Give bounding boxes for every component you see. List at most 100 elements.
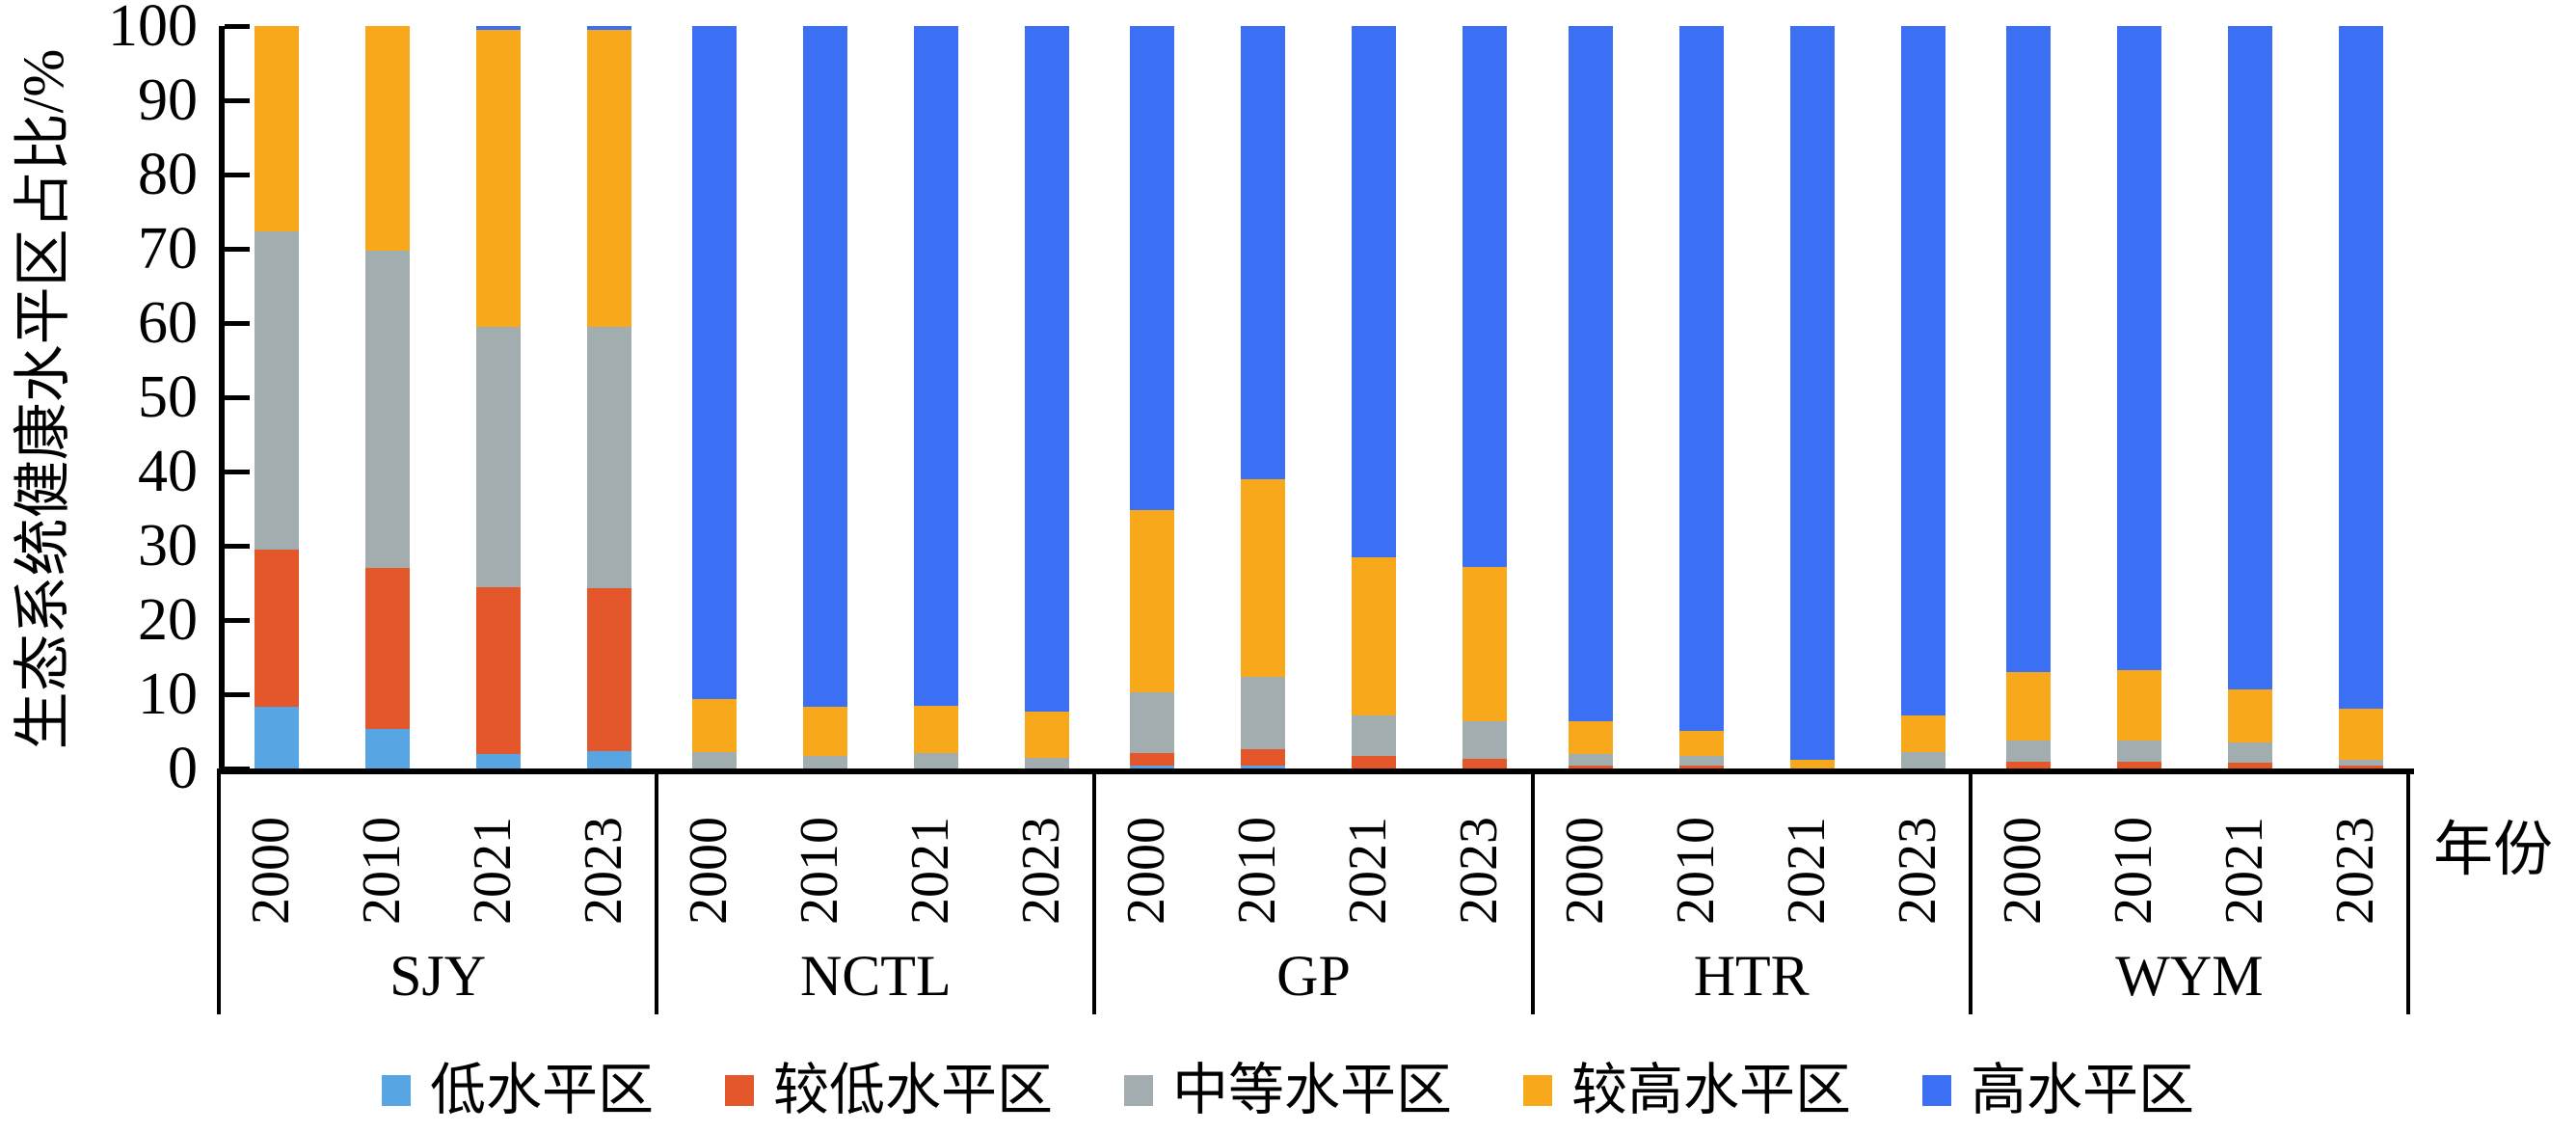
- x-axis-year-label: 2023: [1449, 817, 1510, 925]
- bar-segment-中等水平区: [365, 251, 410, 569]
- bar-segment-较高水平区: [2227, 688, 2272, 743]
- y-axis-tick: [225, 23, 250, 29]
- bar-segment-高水平区: [1678, 26, 1724, 731]
- bar-segment-较高水平区: [476, 29, 521, 327]
- bar-segment-高水平区: [692, 26, 738, 699]
- x-axis-year-label: 2010: [2103, 817, 2163, 925]
- x-axis-year-label: 2023: [574, 817, 633, 925]
- group-label-GP: GP: [1276, 944, 1351, 1008]
- stacked-bar-SJY-2023: [587, 26, 631, 768]
- bar-segment-较低水平区: [587, 587, 631, 752]
- stacked-bar-HTR-2010: [1678, 26, 1724, 768]
- y-axis-tick: [225, 469, 250, 474]
- stacked-bar-SJY-2021: [476, 26, 521, 768]
- stacked-bar-WYM-2023: [2338, 26, 2383, 768]
- bar-segment-较低水平区: [365, 568, 410, 730]
- group-label-NCTL: NCTL: [799, 944, 952, 1008]
- x-axis-title: 年份: [2433, 818, 2554, 883]
- y-axis-tick-label: 10: [138, 661, 198, 727]
- bar-segment-中等水平区: [1568, 754, 1613, 766]
- legend-item-较低水平区: 较低水平区: [724, 1059, 1053, 1121]
- stacked-bar-SJY-2010: [365, 26, 410, 768]
- y-axis-tick-label: 50: [138, 364, 198, 430]
- bar-segment-中等水平区: [1352, 714, 1397, 756]
- bar-segment-中等水平区: [1025, 758, 1070, 768]
- bar-segment-中等水平区: [1462, 720, 1508, 759]
- y-axis-tick-label: 100: [108, 0, 198, 59]
- stacked-bar-GP-2000: [1130, 26, 1175, 768]
- bar-segment-较低水平区: [2338, 765, 2383, 768]
- y-axis-tick-label: 30: [138, 513, 198, 579]
- y-axis-tick-label: 40: [138, 439, 198, 504]
- y-axis-tick-label: 80: [138, 142, 198, 207]
- group-separator: [217, 768, 221, 1014]
- y-axis-tick-label: 0: [168, 736, 198, 801]
- bar-segment-高水平区: [1462, 26, 1508, 567]
- legend-swatch-icon: [724, 1075, 754, 1106]
- bar-segment-低水平区: [1241, 765, 1286, 768]
- bar-segment-高水平区: [2005, 26, 2051, 672]
- bar-segment-较高水平区: [803, 707, 848, 756]
- group-separator: [1092, 768, 1097, 1014]
- stacked-bar-GP-2021: [1352, 26, 1397, 768]
- bar-segment-较高水平区: [365, 26, 410, 252]
- stacked-bar-HTR-2023: [1900, 26, 1945, 768]
- legend-swatch-icon: [1123, 1075, 1153, 1106]
- bar-segment-中等水平区: [1900, 752, 1945, 768]
- x-axis-year-label: 2023: [2324, 817, 2385, 925]
- stacked-bar-GP-2010: [1241, 26, 1286, 768]
- legend-swatch-icon: [1523, 1075, 1552, 1106]
- y-axis-tick-label: 70: [138, 216, 198, 282]
- bar-segment-较高水平区: [2005, 671, 2051, 741]
- bar-segment-高水平区: [1130, 26, 1175, 511]
- legend-label: 较低水平区: [772, 1059, 1053, 1121]
- x-axis-year-label: 2021: [1776, 817, 1837, 925]
- bar-segment-中等水平区: [476, 326, 521, 588]
- legend-item-较高水平区: 较高水平区: [1523, 1060, 1851, 1121]
- legend-item-低水平区: 低水平区: [381, 1060, 654, 1121]
- y-axis-tick: [225, 617, 250, 623]
- bar-segment-较低水平区: [1462, 759, 1508, 768]
- bar-segment-高水平区: [2116, 26, 2161, 671]
- y-axis-tick: [225, 543, 250, 549]
- bar-segment-较高水平区: [692, 698, 738, 753]
- stacked-bar-WYM-2010: [2116, 26, 2161, 768]
- bar-segment-中等水平区: [1241, 677, 1286, 749]
- y-axis-tick: [225, 394, 250, 400]
- y-axis-tick: [225, 172, 250, 177]
- bar-segment-较低水平区: [476, 587, 521, 754]
- stacked-bar-NCTL-2000: [692, 26, 738, 768]
- bar-segment-较高水平区: [1789, 759, 1835, 768]
- bar-segment-高水平区: [2227, 26, 2272, 689]
- x-axis-year-label: 2000: [1992, 817, 2053, 925]
- legend-swatch-icon: [381, 1075, 411, 1106]
- bar-segment-较低水平区: [1352, 755, 1397, 768]
- bar-segment-低水平区: [1130, 765, 1175, 768]
- bar-segment-较高水平区: [1130, 510, 1175, 693]
- x-axis-year-label: 2010: [1227, 817, 1288, 925]
- stacked-bar-SJY-2000: [255, 26, 299, 768]
- bar-segment-较高水平区: [1900, 714, 1945, 753]
- stacked-bar-WYM-2000: [2005, 26, 2051, 768]
- bar-segment-中等水平区: [255, 231, 299, 550]
- bar-segment-高水平区: [1025, 26, 1070, 712]
- legend-item-中等水平区: 中等水平区: [1123, 1060, 1452, 1121]
- bar-segment-中等水平区: [1678, 755, 1724, 766]
- y-axis-tick-label: 90: [138, 67, 198, 133]
- bar-segment-较高水平区: [1241, 479, 1286, 678]
- legend-label: 高水平区: [1971, 1059, 2195, 1121]
- bar-segment-中等水平区: [1130, 692, 1175, 753]
- bar-segment-较高水平区: [1352, 556, 1397, 715]
- bar-segment-较低水平区: [1568, 765, 1613, 768]
- bar-segment-中等水平区: [803, 755, 848, 768]
- bar-segment-较低水平区: [255, 549, 299, 708]
- bar-segment-低水平区: [587, 751, 631, 768]
- x-axis-year-label: 2021: [1338, 817, 1399, 925]
- y-axis-tick: [225, 691, 250, 697]
- bar-segment-较低水平区: [2116, 762, 2161, 768]
- x-axis-year-label: 2000: [679, 817, 739, 925]
- bar-segment-低水平区: [365, 729, 410, 768]
- x-axis-year-label: 2010: [1665, 817, 1726, 925]
- bar-segment-中等水平区: [914, 752, 959, 768]
- y-axis-tick: [225, 320, 250, 326]
